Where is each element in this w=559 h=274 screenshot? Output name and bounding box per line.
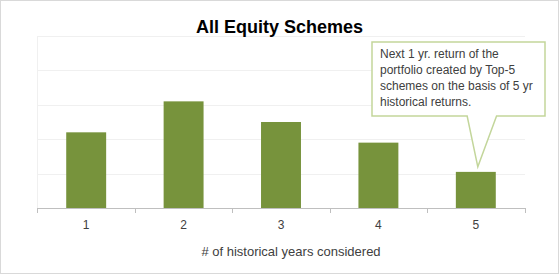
category-separator xyxy=(232,208,233,213)
x-tick: 2 xyxy=(180,208,187,232)
chart: 1 2 3 4 5 All Equity Schemes # of historical y… xyxy=(0,0,559,274)
x-tick-label: 3 xyxy=(278,218,285,232)
category-separator xyxy=(37,208,38,213)
x-tick: 5 xyxy=(472,208,479,232)
annotation-text: Next 1 yr. return of the portfolio create… xyxy=(380,47,533,109)
bar xyxy=(164,101,204,208)
bar xyxy=(456,172,496,208)
y-axis-line xyxy=(37,37,38,209)
x-axis: 1 2 3 4 5 xyxy=(38,208,526,232)
chart-border xyxy=(1,1,559,274)
annotation-line: portfolio created by Top-5 xyxy=(380,63,516,77)
x-tick: 3 xyxy=(278,208,285,232)
x-tick-label: 4 xyxy=(375,218,382,232)
category-separator xyxy=(135,208,136,213)
category-separator xyxy=(330,208,331,213)
bar xyxy=(358,143,398,208)
x-tick: 1 xyxy=(83,208,90,232)
grid xyxy=(37,37,525,209)
category-separator xyxy=(427,208,428,213)
x-tick: 4 xyxy=(375,208,382,232)
bar xyxy=(261,122,301,208)
annotation: Next 1 yr. return of the portfolio create… xyxy=(372,42,545,167)
bar xyxy=(66,132,106,208)
title: All Equity Schemes xyxy=(196,17,363,37)
x-tick-label: 1 xyxy=(83,218,90,232)
x-axis-title: # of historical years considered xyxy=(201,244,380,259)
x-tick-label: 5 xyxy=(472,218,479,232)
bars xyxy=(66,101,496,208)
x-axis-line xyxy=(38,208,526,209)
annotation-line: historical returns. xyxy=(380,95,471,109)
grid-line xyxy=(37,208,525,209)
annotation-box xyxy=(372,42,545,167)
annotation-line: schemes on the basis of 5 yr xyxy=(380,79,533,93)
category-separator xyxy=(525,208,526,213)
x-tick-label: 2 xyxy=(180,218,187,232)
annotation-line: Next 1 yr. return of the xyxy=(380,47,499,61)
y-axis xyxy=(37,37,39,209)
